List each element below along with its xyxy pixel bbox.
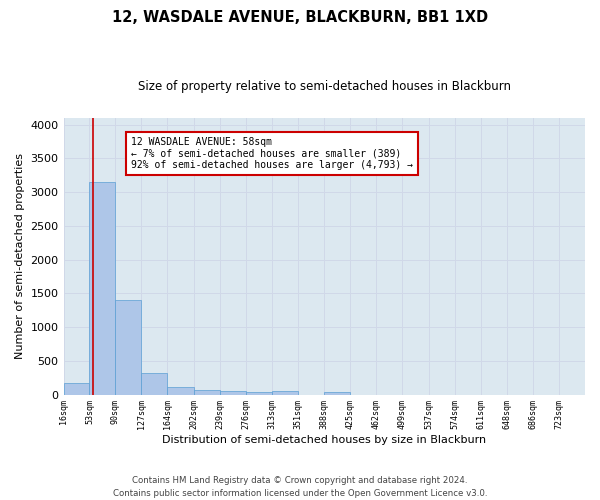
Bar xyxy=(324,392,350,394)
Y-axis label: Number of semi-detached properties: Number of semi-detached properties xyxy=(15,153,25,359)
Bar xyxy=(64,383,89,394)
Bar xyxy=(115,300,142,394)
Bar xyxy=(194,390,220,394)
Bar xyxy=(89,182,115,394)
Text: 12 WASDALE AVENUE: 58sqm
← 7% of semi-detached houses are smaller (389)
92% of s: 12 WASDALE AVENUE: 58sqm ← 7% of semi-de… xyxy=(131,137,413,170)
Bar xyxy=(272,391,298,394)
Title: Size of property relative to semi-detached houses in Blackburn: Size of property relative to semi-detach… xyxy=(138,80,511,93)
Bar xyxy=(220,391,246,394)
Text: 12, WASDALE AVENUE, BLACKBURN, BB1 1XD: 12, WASDALE AVENUE, BLACKBURN, BB1 1XD xyxy=(112,10,488,25)
X-axis label: Distribution of semi-detached houses by size in Blackburn: Distribution of semi-detached houses by … xyxy=(162,435,487,445)
Bar xyxy=(167,387,194,394)
Bar xyxy=(142,373,167,394)
Text: Contains HM Land Registry data © Crown copyright and database right 2024.
Contai: Contains HM Land Registry data © Crown c… xyxy=(113,476,487,498)
Bar xyxy=(246,392,272,394)
